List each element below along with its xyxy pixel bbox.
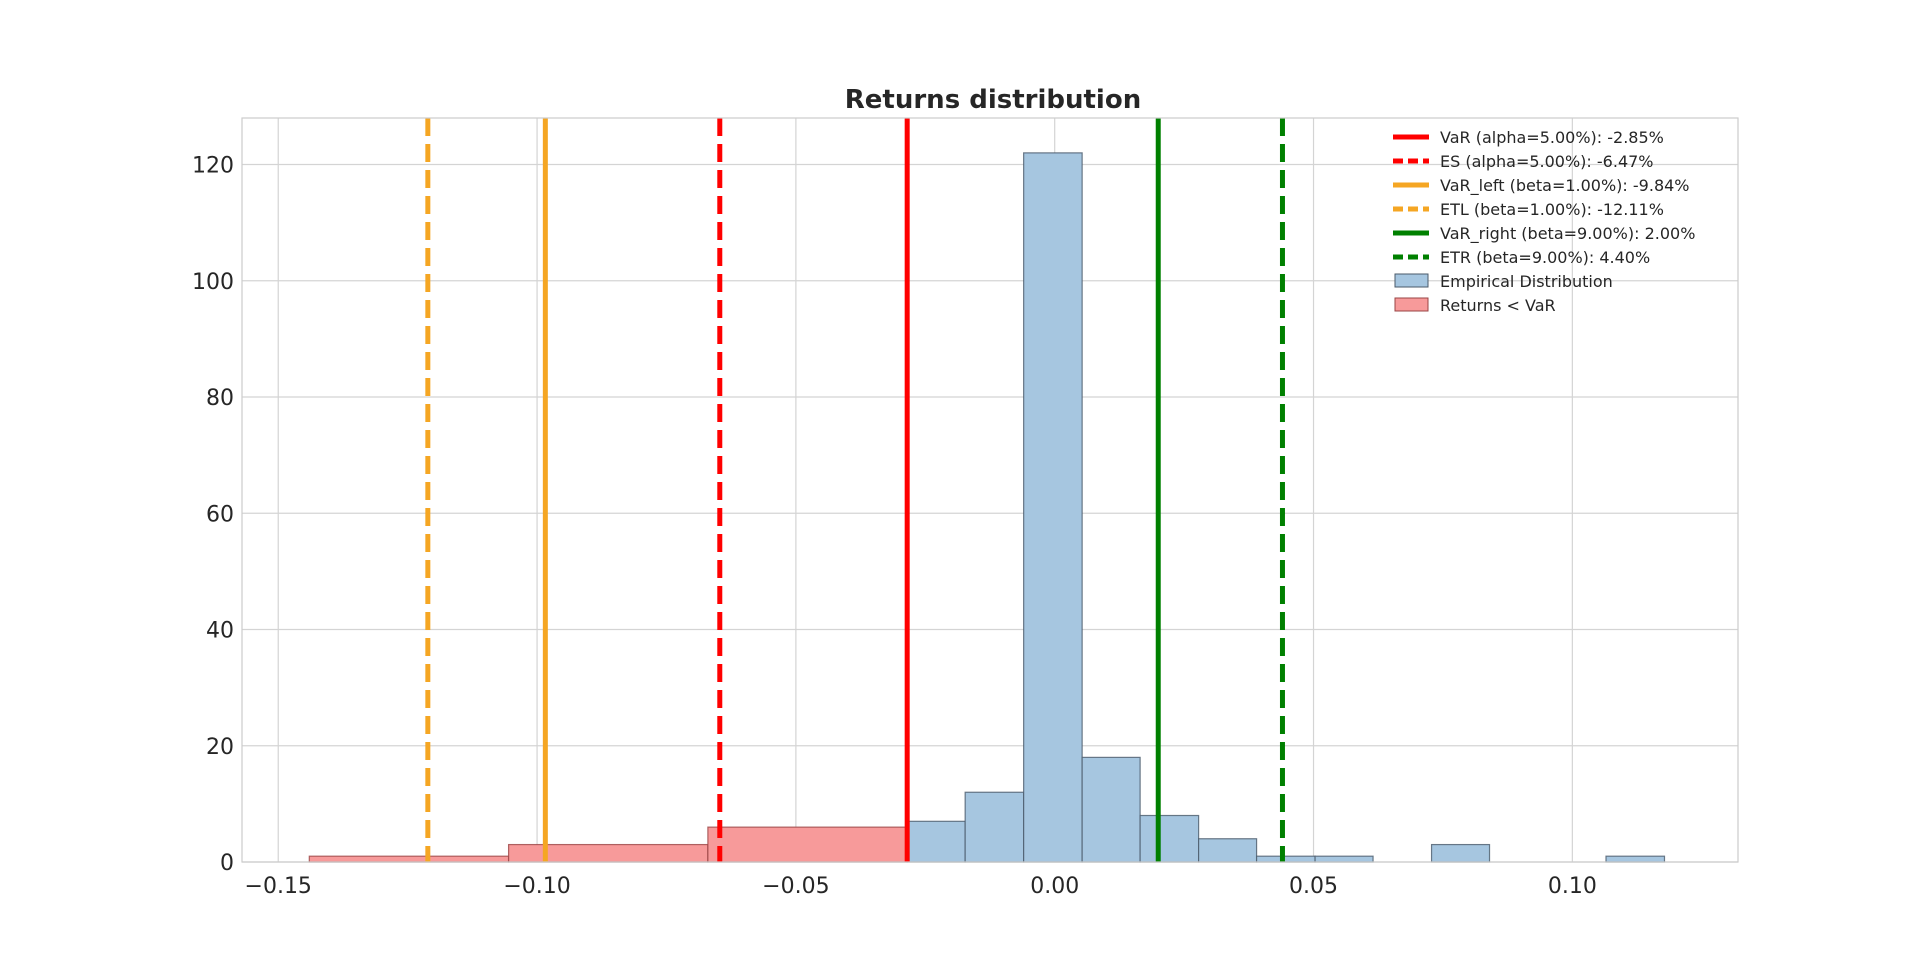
empirical-bar-5 [1198,838,1258,863]
x-tick-label: −0.15 [245,874,312,899]
legend-label: Returns < VaR [1440,296,1556,315]
empirical-bar-4 [1139,814,1200,863]
plot-frame [241,117,1739,863]
tail-bar-2 [707,826,908,863]
empirical-bar-9 [1605,855,1666,863]
y-axis-ticks: 0 20 40 60 80 100 120 [192,154,234,877]
legend-label: ES (alpha=5.00%): -6.47% [1440,152,1654,171]
legend-swatch [1394,273,1429,288]
y-tick-label: 100 [192,270,234,295]
y-tick-label: 60 [206,502,234,527]
y-tick-label: 80 [206,386,234,411]
x-tick-label: 0.10 [1548,874,1597,899]
legend-label: VaR_right (beta=9.00%): 2.00% [1440,224,1695,244]
x-tick-label: 0.00 [1030,874,1079,899]
y-tick-label: 20 [206,735,234,760]
y-tick-label: 0 [220,851,234,876]
legend-label: ETL (beta=1.00%): -12.11% [1440,200,1664,219]
empirical-bar-6 [1255,855,1316,863]
legend-swatch [1394,297,1429,312]
empirical-bar-3 [1081,756,1141,863]
empirical-bar-0 [906,820,966,863]
empirical-bar-7 [1314,855,1374,863]
risk-lines [425,118,1285,862]
tail-bar-0 [308,855,510,863]
empirical-bar-8 [1430,843,1491,863]
legend-label: VaR (alpha=5.00%): -2.85% [1440,128,1664,147]
x-tick-label: 0.05 [1289,874,1338,899]
tail-bar-1 [507,843,709,863]
legend-label: ETR (beta=9.00%): 4.40% [1440,248,1650,267]
empirical-bar-1 [964,791,1025,863]
legend-label: Empirical Distribution [1440,272,1613,291]
grid [242,118,1738,863]
y-tick-label: 120 [192,154,234,179]
histogram-bars [308,152,1666,863]
legend-label: VaR_left (beta=1.00%): -9.84% [1440,176,1690,196]
y-tick-label: 40 [206,619,234,644]
chart-title: Returns distribution [845,85,1141,115]
legend: VaR (alpha=5.00%): -2.85% ES (alpha=5.00%… [1393,128,1695,315]
empirical-bar-2 [1023,152,1083,863]
x-tick-label: −0.10 [503,874,570,899]
x-axis-ticks: −0.15 −0.10 −0.05 0.00 0.05 0.10 [245,874,1597,899]
x-tick-label: −0.05 [762,874,829,899]
